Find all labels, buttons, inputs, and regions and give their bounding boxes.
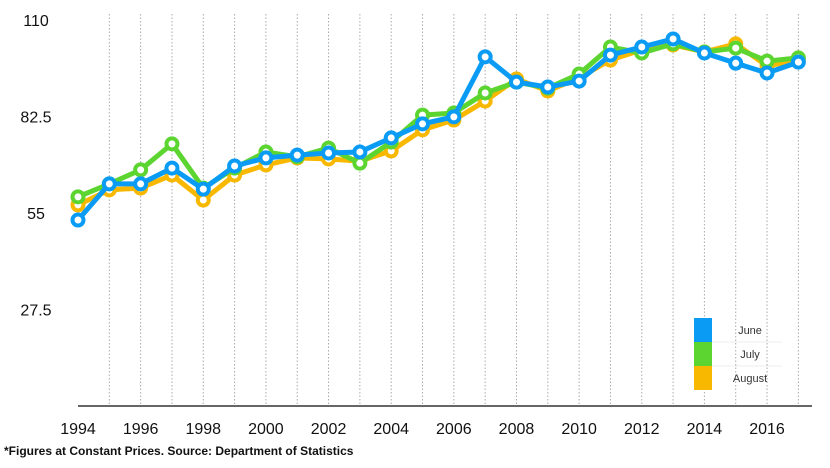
data-point <box>101 176 117 192</box>
data-point <box>415 116 431 132</box>
y-tick-label: 55 <box>27 206 45 223</box>
legend-label: August <box>733 373 767 385</box>
data-point <box>477 85 493 101</box>
x-tick-label: 2016 <box>749 421 785 438</box>
data-point <box>70 212 86 228</box>
data-point <box>258 150 274 166</box>
data-point <box>133 176 149 192</box>
series-august <box>70 36 806 213</box>
x-tick-label: 1994 <box>60 421 96 438</box>
data-point <box>665 31 681 47</box>
legend-swatch <box>694 366 712 390</box>
x-tick-label: 2010 <box>561 421 597 438</box>
data-point <box>446 109 462 125</box>
series-line <box>76 41 799 208</box>
x-tick-label: 1996 <box>123 421 159 438</box>
series-line <box>76 36 800 222</box>
y-tick-label: 27.5 <box>20 303 51 320</box>
data-point <box>696 45 712 61</box>
x-tick-label: 2014 <box>687 421 723 438</box>
footnote: *Figures at Constant Prices. Source: Dep… <box>4 444 354 458</box>
data-point <box>759 53 775 69</box>
x-tick-label: 2012 <box>624 421 660 438</box>
data-point <box>728 55 744 71</box>
data-point <box>289 147 305 163</box>
data-point <box>70 189 86 205</box>
x-tick-label: 2008 <box>499 421 535 438</box>
legend-swatch <box>694 342 712 366</box>
legend: June July August <box>694 318 782 390</box>
x-tick-label: 1998 <box>185 421 221 438</box>
data-point <box>133 162 149 178</box>
data-point <box>571 73 587 89</box>
y-tick-label: 110 <box>23 13 49 30</box>
x-tick-label: 2004 <box>373 421 409 438</box>
data-point <box>602 47 618 63</box>
x-tick-label: 2000 <box>248 421 284 438</box>
data-point <box>195 181 211 197</box>
legend-label: July <box>740 349 760 361</box>
x-tick-label: 2006 <box>436 421 472 438</box>
legend-label: June <box>738 325 762 337</box>
data-point <box>321 145 337 161</box>
x-tick-label: 2002 <box>311 421 347 438</box>
data-point <box>164 136 180 152</box>
data-point <box>352 144 368 160</box>
y-tick-label: 82.5 <box>20 110 51 127</box>
data-point <box>477 49 493 65</box>
data-point <box>164 160 180 176</box>
data-point <box>383 130 399 146</box>
data-point <box>728 40 744 56</box>
data-point <box>540 79 556 95</box>
data-point <box>790 54 806 70</box>
series-june <box>70 31 806 228</box>
legend-swatch <box>694 318 712 342</box>
data-point <box>227 158 243 174</box>
data-point <box>508 74 524 90</box>
data-point <box>634 39 650 55</box>
data-point <box>759 65 775 81</box>
